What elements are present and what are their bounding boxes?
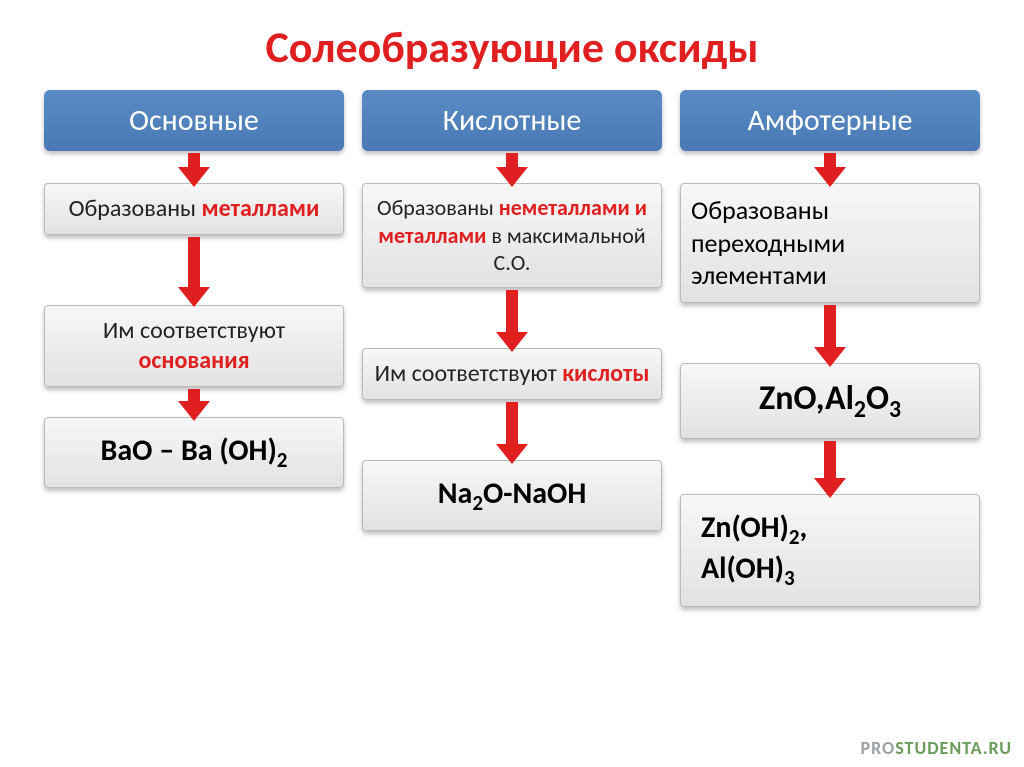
node-basic-1: Образованы металлами: [44, 183, 344, 235]
node-acidic-2: Им соответствуют кислоты: [362, 348, 662, 400]
watermark: PROSTUDENTA.RU: [860, 737, 1012, 759]
header-basic: Основные: [44, 90, 344, 151]
column-basic: Основные Образованы металлами Им соответ…: [44, 90, 344, 520]
node-acidic-3: Na2O-NaOH: [362, 460, 662, 531]
node-amph-2: ZnO,Al2O3: [680, 363, 980, 440]
node-basic-3: BaO – Ba (OH)2: [44, 417, 344, 488]
column-acidic: Кислотные Образованы неметаллами и метал…: [362, 90, 662, 563]
header-acidic: Кислотные: [362, 90, 662, 151]
header-amphoteric: Амфотерные: [680, 90, 980, 151]
watermark-pre: PRO: [860, 737, 895, 759]
watermark-suf: STUDENTA.RU: [895, 737, 1012, 759]
node-amph-1: Образованы переходными элементами: [680, 183, 980, 303]
node-acidic-1: Образованы неметаллами и металлами в мак…: [362, 183, 662, 288]
column-amphoteric: Амфотерные Образованы переходными элемен…: [680, 90, 980, 639]
node-basic-2: Им соответствуют основания: [44, 305, 344, 387]
node-amph-3: Zn(OH)2,Al(OH)3: [680, 494, 980, 607]
page-title: Солеобразующие оксиды: [0, 20, 1024, 74]
